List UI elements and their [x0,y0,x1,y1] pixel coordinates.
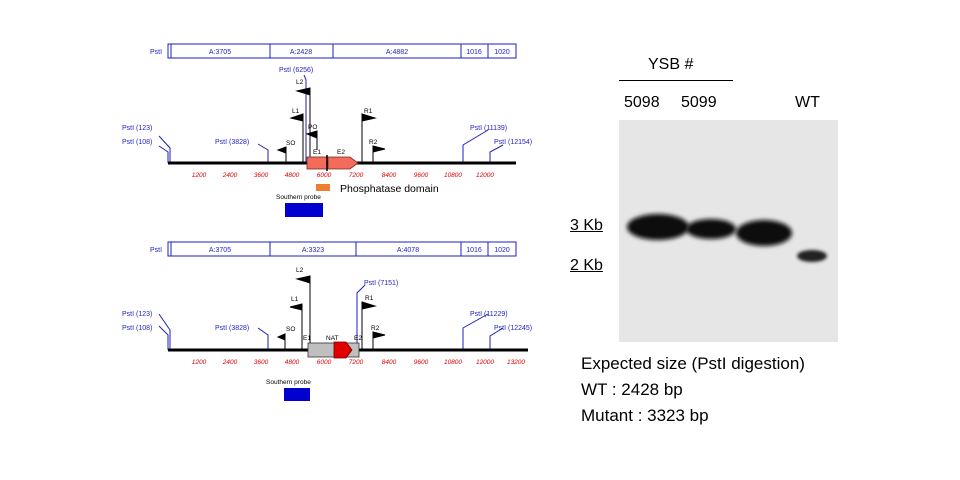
mut-probe-label: Southern probe [266,379,311,386]
blot-bands [627,214,827,262]
band-5099 [686,219,736,239]
mut-tick-13200: 13200 [507,359,525,366]
mut-primer-L2: L2 [296,267,304,274]
band-wt [797,250,827,262]
wt-tick-7200: 7200 [349,172,364,179]
wt-primer-R1: R1 [364,108,373,115]
mut-tick-12000: 12000 [476,359,494,366]
wt-tick-10800: 10800 [444,172,462,179]
caption-line-1: Expected size (PstI digestion) [581,354,805,373]
wt-pst-123: PstI (123) [122,125,152,132]
mut-nat-label: NAT [326,335,339,342]
wt-pst-top: PstI (6256) [279,67,313,74]
wt-header-seg3: A:4882 [386,49,408,56]
wt-tick-8400: 8400 [382,172,397,179]
wt-header-seg5: 1020 [494,49,510,56]
wt-primer-PO: PO [308,124,317,131]
blot-lane-wt: WT [795,94,820,111]
wt-tick-6000: 6000 [317,172,332,179]
mut-exon-E1: E1 [303,335,311,342]
mut-primer-L1: L1 [291,296,299,303]
wt-tick-1200: 1200 [192,172,207,179]
mut-pst-108: PstI (108) [122,325,152,332]
wt-pst-108: PstI (108) [122,139,152,146]
blot-group-label: YSB # [648,56,694,73]
marker-2kb: 2 Kb [570,257,603,274]
wt-tick-4800: 4800 [285,172,300,179]
wt-phosphatase-domain-bar [316,184,330,191]
wt-primer-L1: L1 [292,108,300,115]
wt-tick-9600: 9600 [414,172,429,179]
mut-tick-4800: 4800 [285,359,300,366]
mutant-map: PstI A:3705 A:3323 A:4078 1016 1020 PstI… [122,241,532,401]
gene-maps: PstI A:3705 A:2428 A:4882 1016 1020 PstI… [122,43,532,401]
mutant-header: PstI A:3705 A:3323 A:4078 1016 1020 [150,241,517,257]
marker-3kb: 3 Kb [570,217,603,234]
band-third [736,220,792,246]
wt-header-seg4: 1016 [466,49,482,56]
mut-tick-7200: 7200 [349,359,364,366]
wt-probe-bar [285,203,323,217]
mut-header-seg5: 1020 [494,247,510,254]
blot-group-underline [619,80,733,81]
mut-probe-bar [284,388,310,401]
wt-primer-SO: SO [286,140,295,147]
mut-primer-SO: SO [286,326,295,333]
mut-tick-2400: 2400 [222,359,238,366]
wt-tick-3600: 3600 [254,172,269,179]
wt-pst-right-1: PstI (11139) [470,125,507,132]
mut-pst-right-2: PstI (12245) [494,325,532,332]
mut-header-seg1: A:3705 [209,247,231,254]
mut-header-pst: PstI [150,247,162,254]
blot-image [619,120,838,342]
wt-header-seg2: A:2428 [290,49,312,56]
mutant-cassette: E1 NAT E2 [303,335,362,359]
mut-tick-3600: 3600 [254,359,269,366]
wt-domain-label: Phosphatase domain [340,183,439,195]
wt-probe-label: Southern probe [276,194,321,201]
mut-header-seg2: A:3323 [302,247,324,254]
mut-pst-top: PstI (7151) [364,280,398,287]
wt-pst-3828: PstI (3828) [215,139,249,146]
mut-tick-1200: 1200 [192,359,207,366]
wt-pst-right-2: PstI (12154) [494,139,532,146]
mut-tick-10800: 10800 [444,359,462,366]
wt-header-seg1: A:3705 [209,49,231,56]
blot-lane-5099: 5099 [681,94,717,111]
mut-header-seg4: 1016 [466,247,482,254]
blot-lane-5098: 5098 [624,94,660,111]
mut-tick-8400: 8400 [382,359,397,366]
caption-line-2: WT : 2428 bp [581,380,683,399]
mut-pst-right-1: PstI (11229) [470,311,508,318]
wt-primer-R2: R2 [369,139,378,146]
wt-header: PstI A:3705 A:2428 A:4882 1016 1020 [150,43,517,59]
caption-line-3: Mutant : 3323 bp [581,406,709,425]
mut-tick-6000: 6000 [317,359,332,366]
mut-pst-123: PstI (123) [122,311,152,318]
wt-primer-L2: L2 [296,79,304,86]
wt-exons: E1 E2 [306,149,359,171]
wt-exon-E1: E1 [313,149,321,156]
mut-header-seg3: A:4078 [397,247,419,254]
wt-tick-2400: 2400 [222,172,238,179]
mut-primer-R2: R2 [371,325,380,332]
mut-tick-9600: 9600 [414,359,429,366]
wt-tick-12000: 12000 [476,172,494,179]
wt-map: PstI A:3705 A:2428 A:4882 1016 1020 PstI… [122,43,532,217]
wt-exon-E2: E2 [337,149,345,156]
mut-exon-E2: E2 [354,335,362,342]
mut-pst-3828: PstI (3828) [215,325,249,332]
band-5098 [627,214,689,240]
mut-primer-R1: R1 [365,295,374,302]
wt-header-pst: PstI [150,49,162,56]
